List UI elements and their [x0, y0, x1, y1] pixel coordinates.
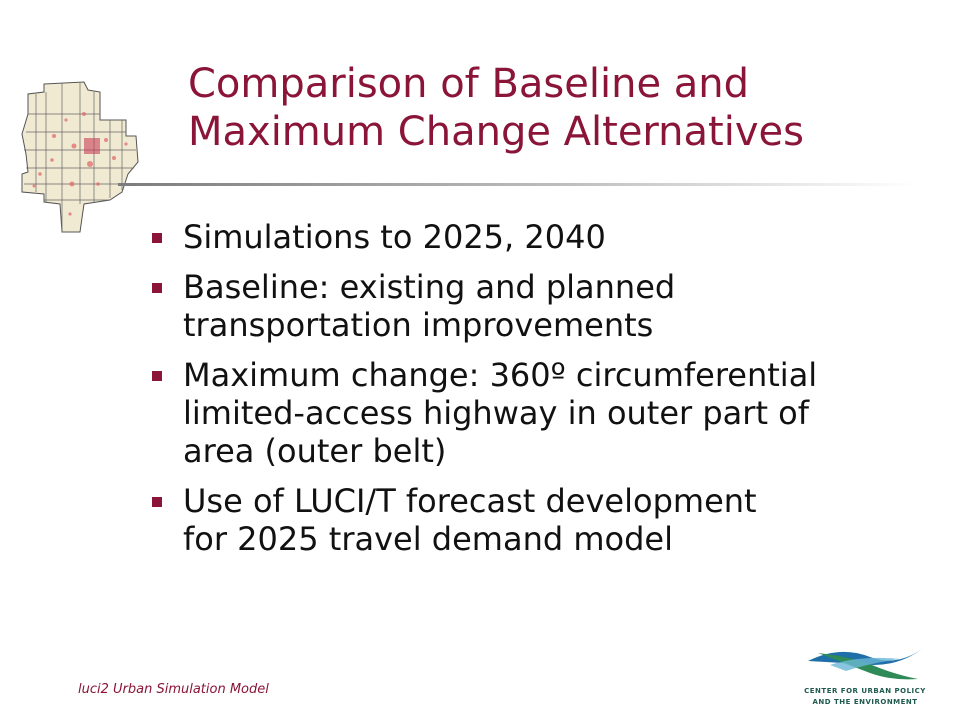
bullet-line: limited-access highway in outer part of — [183, 394, 809, 432]
logo-text-line2: AND THE ENVIRONMENT — [812, 698, 918, 706]
bullet-line: for 2025 travel demand model — [183, 520, 673, 558]
square-bullet-icon — [152, 497, 162, 507]
footer-text: luci2 Urban Simulation Model — [78, 682, 269, 697]
bullet-line: transportation improvements — [183, 306, 654, 344]
bullet-item: Use of LUCI/T forecast development for 2… — [150, 482, 940, 558]
bullet-line: Simulations to 2025, 2040 — [183, 218, 606, 256]
logo-mark-icon — [808, 649, 922, 680]
bullet-line: Use of LUCI/T forecast development — [183, 482, 757, 520]
bullet-item: Baseline: existing and planned transport… — [150, 268, 940, 344]
square-bullet-icon — [152, 233, 162, 243]
square-bullet-icon — [152, 371, 162, 381]
cupe-logo: CENTER FOR URBAN POLICY AND THE ENVIRONM… — [800, 643, 930, 711]
logo-text-line1: CENTER FOR URBAN POLICY — [804, 687, 926, 695]
bullet-item: Simulations to 2025, 2040 — [150, 218, 940, 256]
square-bullet-icon — [152, 283, 162, 293]
title-line: Maximum Change Alternatives — [188, 109, 804, 155]
title-line: Comparison of Baseline and — [188, 61, 750, 107]
bullet-line: area (outer belt) — [183, 432, 447, 470]
title-divider — [118, 183, 918, 186]
bullet-list: Simulations to 2025, 2040 Baseline: exis… — [150, 218, 940, 570]
slide-title: Comparison of Baseline and Maximum Chang… — [188, 60, 948, 156]
bullet-line: Baseline: existing and planned — [183, 268, 676, 306]
county-map-icon — [21, 81, 139, 233]
bullet-line: Maximum change: 360º circumferential — [183, 356, 818, 394]
bullet-item: Maximum change: 360º circumferential lim… — [150, 356, 940, 470]
